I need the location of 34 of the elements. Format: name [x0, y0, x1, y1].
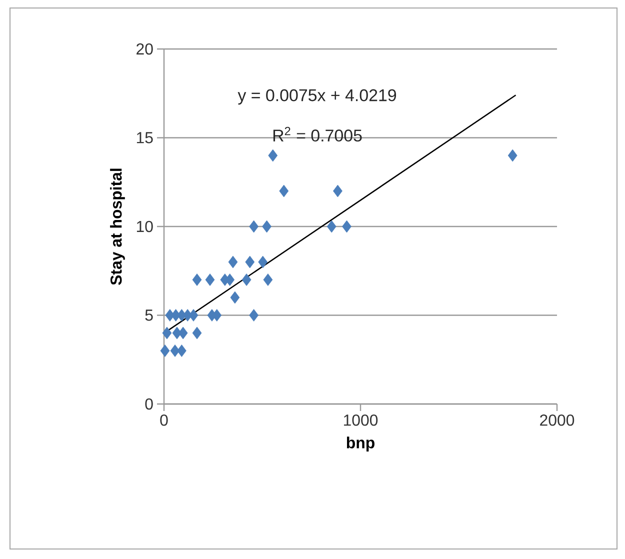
y-tick-label: 5 [145, 310, 153, 321]
point [192, 274, 202, 286]
point [242, 274, 252, 286]
point [176, 344, 186, 357]
point [245, 256, 255, 268]
point [160, 344, 170, 357]
annotation: y = 0.0075x + 4.0219 [238, 89, 396, 105]
point [268, 149, 278, 162]
point [228, 256, 238, 268]
x-tick-label: 0 [160, 414, 168, 426]
y-tick-label: 10 [136, 220, 153, 232]
point [205, 274, 215, 286]
point [342, 220, 352, 233]
point [279, 184, 289, 198]
x-tick-label: 2000 [540, 414, 574, 426]
point [262, 220, 272, 233]
y-tick-label: 15 [136, 132, 153, 144]
annotation: R$^{2}$ = 0.7005 [273, 126, 362, 142]
x-tick-label: 1000 [344, 414, 378, 426]
y-tick-label: 0 [145, 398, 153, 410]
y-tick-label: 20 [136, 43, 153, 55]
point [192, 326, 202, 340]
point [162, 326, 172, 340]
point [258, 256, 268, 268]
point [249, 220, 258, 233]
point [333, 184, 342, 198]
point [508, 149, 518, 162]
x-axis-title: bnp [346, 436, 374, 452]
y-axis-title: Stay at hospital [110, 168, 125, 285]
point [170, 344, 180, 357]
point [249, 309, 258, 322]
point [230, 291, 240, 304]
point [326, 220, 336, 233]
point [263, 274, 273, 286]
